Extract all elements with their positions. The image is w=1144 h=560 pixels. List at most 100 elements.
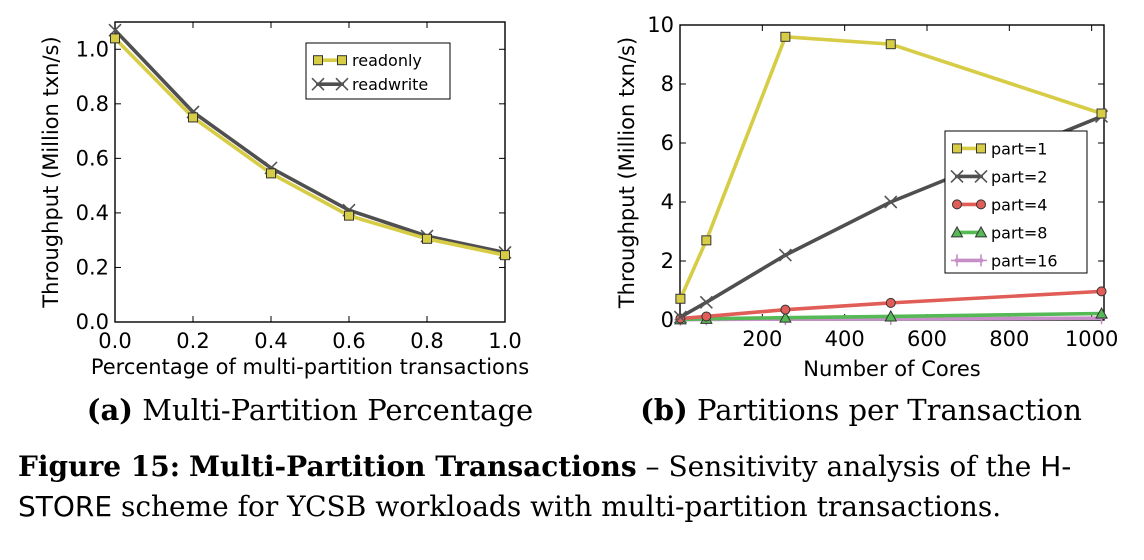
chart-b-series-part-4-point [780, 304, 791, 315]
chart-b-legend-part-4-key-marker [952, 199, 962, 210]
chart-b-legend-part-8-key [950, 225, 988, 238]
chart-b-y-tick-label: 2 [661, 249, 674, 273]
chart-b-y-tick-label: 4 [661, 190, 674, 214]
chart-b-x-tick-label: 1000 [1065, 327, 1118, 351]
chart-b-x-axis-label: Number of Cores [803, 357, 981, 381]
chart-b-legend-part-8-key-marker [950, 225, 964, 238]
caption-hstore-1: H- [1040, 450, 1072, 483]
chart-b-legend-part-2-key [950, 169, 988, 183]
chart-a-series-readwrite-line [113, 28, 506, 255]
chart-b-series-part-2-point [778, 248, 792, 262]
chart-b-series-part-1-point [675, 293, 686, 304]
chart-b-series-part-2-point [699, 295, 713, 309]
chart-b-legend-part-4-key-marker [976, 199, 986, 210]
chart-b-y-tick-label: 0 [661, 308, 674, 332]
chart-b-y-axis-label: Throughput (Million txn/s) [615, 37, 639, 309]
chart-b-series-part-1-point [885, 39, 896, 50]
chart-b-legend-part-16-label: part=16 [991, 251, 1058, 270]
chart-b-legend-part-16-key [951, 254, 987, 267]
chart-b-y-tick-label: 6 [661, 131, 674, 155]
chart-b-series-part-1-point [780, 31, 791, 42]
chart-b-series-part-4-point [1096, 286, 1107, 297]
chart-a-series-readonly-point [266, 168, 276, 179]
figure-title: Multi-Partition Transactions [188, 450, 637, 483]
figure-caption-line-1: Figure 15: Multi-Partition Transactions … [18, 450, 1071, 483]
chart-b-x-tick-label: 600 [907, 327, 947, 351]
chart-a-x-tick-label: 0.8 [410, 329, 443, 353]
chart-a-x-tick-label: 0.4 [254, 329, 287, 353]
chart-a-series-readonly-point [422, 233, 432, 244]
chart-a-y-tick-label: 0.2 [76, 255, 109, 279]
chart-b-series-part-8-point [1095, 306, 1108, 319]
chart-a-series-readonly-point [344, 210, 354, 221]
chart-b-series-part-2-point [673, 310, 687, 324]
chart-b-legend-part-8-label: part=8 [991, 223, 1047, 242]
chart-b-series-part-1-point [1096, 108, 1107, 119]
chart-b-series-part-2-point [884, 195, 898, 209]
chart-b-series-part-4-point [701, 311, 712, 322]
chart-a-legend-readwrite-key [311, 77, 349, 91]
chart-b-subcaption-text: Partitions per Transaction [688, 393, 1082, 427]
chart-b-legend-part-16-key-marker [951, 254, 963, 267]
chart-b-y-tick-label: 10 [647, 13, 674, 37]
chart-b-legend-part-8-key-marker [974, 225, 988, 238]
chart-a-legend-readonly-label: readonly [352, 51, 422, 70]
chart-a-y-tick-label: 1.0 [76, 37, 109, 61]
chart-b-x-tick-label: 800 [989, 327, 1029, 351]
chart-a-legend-readwrite-label: readwrite [352, 75, 428, 94]
chart-b-legend-part-1-label: part=1 [991, 139, 1047, 158]
chart-a-subcaption: (a) Multi-Partition Percentage [87, 393, 533, 427]
chart-b-legend-part-4-key [952, 199, 986, 210]
chart-b-x-tick-label: 200 [742, 327, 782, 351]
figure-caption-line-2: STORE scheme for YCSB workloads with mul… [18, 490, 1001, 523]
caption-text-2: scheme for YCSB workloads with multi-par… [112, 490, 1002, 523]
chart-b-legend-part-2-key-marker [974, 169, 988, 183]
chart-b-legend-part-1-key-marker [952, 143, 962, 154]
chart-a-series-readonly-point [110, 33, 120, 44]
chart-a-series-readonly-point [500, 250, 510, 261]
chart-a-x-axis-label: Percentage of multi-partition transactio… [91, 355, 529, 379]
chart-a-legend-readonly-key [313, 55, 347, 66]
chart-a-y-axis-label: Throughput (Million txn/s) [39, 36, 63, 308]
chart-b-x-tick-label: 400 [825, 327, 865, 351]
chart-a-legend-readwrite-key-marker [311, 77, 325, 91]
chart-b-legend-part-2-key-marker [950, 169, 964, 183]
chart-b-series-part-8-point [884, 309, 898, 322]
chart-b-series-part-1 [675, 31, 1107, 304]
chart-b-subcaption: (b) Partitions per Transaction [640, 393, 1082, 427]
chart-b-legend-part-4-label: part=4 [991, 195, 1047, 214]
caption-text-1: Sensitivity analysis of the [668, 450, 1041, 483]
chart-a-plot-frame [114, 21, 506, 323]
chart-a-y-tick-label: 0.4 [76, 201, 109, 225]
caption-hstore-2: STORE [18, 490, 113, 523]
chart-a-x-tick-label: 0.6 [332, 329, 365, 353]
chart-a-legend-box [305, 42, 451, 100]
chart-a-y-tick-label: 0.0 [76, 310, 109, 334]
chart-a-x-tick-label: 0.2 [176, 329, 209, 353]
chart-a-legend-readonly-key-marker [337, 55, 347, 66]
chart-b-y-tick-label: 8 [661, 72, 674, 96]
chart-a-x-tick-label: 0.0 [98, 329, 131, 353]
chart-b-legend-box [944, 130, 1088, 274]
figure-label: Figure 15: [18, 450, 181, 483]
chart-b-subcaption-label: (b) [640, 393, 688, 427]
chart-a-series-readonly [110, 33, 510, 261]
chart-a-y-tick-label: 0.8 [76, 92, 109, 116]
chart-a-subcaption-text: Multi-Partition Percentage [133, 393, 533, 427]
caption-dash: – [636, 450, 669, 483]
chart-a-series-readonly-point [188, 112, 198, 123]
chart-a-x-tick-label: 1.0 [488, 329, 521, 353]
chart-a-y-tick-label: 0.6 [76, 146, 109, 170]
chart-a-legend-readonly-key-marker [313, 55, 323, 66]
chart-b-series-part-4 [675, 286, 1107, 324]
chart-a-series-readonly-line [113, 37, 506, 257]
chart-a-legend-readwrite-key-marker [335, 77, 349, 91]
chart-b-legend-part-1-key-marker [976, 143, 986, 154]
chart-b-series-part-1-point [701, 235, 712, 246]
chart-b-series-part-4-point [885, 297, 896, 308]
chart-b-legend-part-16-key-marker [975, 254, 987, 267]
chart-b-legend-part-2-label: part=2 [991, 167, 1047, 186]
chart-b-legend-part-1-key [952, 143, 986, 154]
chart-a-subcaption-label: (a) [87, 393, 133, 427]
